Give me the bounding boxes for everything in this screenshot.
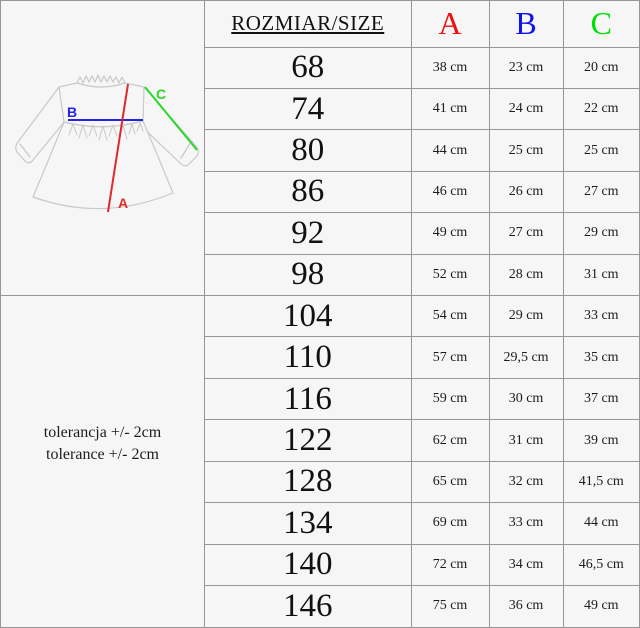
c-value-cell: 39 cm [562, 419, 639, 462]
b-value-cell: 25 cm [488, 129, 564, 172]
tolerance-note: tolerancja +/- 2cm tolerance +/- 2cm [1, 296, 204, 627]
skirt-outline [32, 120, 174, 210]
b-value-cell: 36 cm [488, 584, 564, 627]
tolerance-line-en: tolerance +/- 2cm [46, 446, 159, 463]
b-value-cell: 33 cm [488, 502, 564, 545]
a-value-cell: 46 cm [410, 170, 490, 214]
right-cuff-line [180, 141, 192, 159]
column-header-a: A [410, 1, 490, 48]
size-table: ROZMIAR/SIZE A B C 68 38 cm 23 cm 20 cm … [205, 1, 639, 627]
table-row-116: 116 59 cm 30 cm 37 cm [205, 377, 639, 421]
table-row-128: 128 65 cm 32 cm 41,5 cm [205, 460, 639, 504]
a-value-cell: 57 cm [410, 336, 490, 379]
size-cell: 86 [205, 170, 412, 214]
c-value-cell: 25 cm [562, 129, 639, 172]
c-value-cell: 20 cm [562, 46, 639, 89]
size-cell: 146 [205, 584, 412, 627]
size-table-body: 68 38 cm 23 cm 20 cm 74 41 cm 24 cm 22 c… [205, 46, 639, 627]
header-row: ROZMIAR/SIZE A B C [205, 1, 639, 48]
a-value-cell: 69 cm [410, 502, 490, 545]
b-value-cell: 29 cm [488, 295, 564, 338]
table-row-74: 74 41 cm 24 cm 22 cm [205, 87, 639, 131]
column-header-c: C [562, 1, 639, 48]
size-cell: 110 [205, 336, 412, 379]
b-value-cell: 28 cm [488, 253, 564, 297]
size-cell: 128 [205, 460, 412, 504]
b-value-cell: 26 cm [488, 170, 564, 214]
c-value-cell: 27 cm [562, 170, 639, 214]
size-cell: 68 [205, 46, 412, 89]
c-value-cell: 49 cm [562, 584, 639, 627]
right-sleeve-outline [136, 86, 199, 167]
garment-diagram-svg: B C A [15, 74, 199, 213]
left-panel: B C A tolerancja +/- 2cm tolerance +/- 2… [1, 1, 205, 627]
b-value-cell: 30 cm [488, 377, 564, 421]
table-row-104: 104 54 cm 29 cm 33 cm [205, 295, 639, 338]
c-value-cell: 44 cm [562, 502, 639, 545]
size-cell: 92 [205, 212, 412, 255]
a-value-cell: 52 cm [410, 253, 490, 297]
a-value-cell: 44 cm [410, 129, 490, 172]
a-value-cell: 65 cm [410, 460, 490, 504]
size-cell: 74 [205, 87, 412, 131]
a-value-cell: 38 cm [410, 46, 490, 89]
c-value-cell: 31 cm [562, 253, 639, 297]
table-row-110: 110 57 cm 29,5 cm 35 cm [205, 336, 639, 379]
c-value-cell: 35 cm [562, 336, 639, 379]
table-row-68: 68 38 cm 23 cm 20 cm [205, 46, 639, 89]
table-row-122: 122 62 cm 31 cm 39 cm [205, 419, 639, 462]
size-cell: 122 [205, 419, 412, 462]
a-value-cell: 59 cm [410, 377, 490, 421]
size-cell: 134 [205, 502, 412, 545]
size-cell: 116 [205, 377, 412, 421]
table-row-80: 80 44 cm 25 cm 25 cm [205, 129, 639, 172]
column-header-b: B [488, 1, 564, 48]
table-panel: ROZMIAR/SIZE A B C 68 38 cm 23 cm 20 cm … [205, 1, 639, 627]
b-value-cell: 24 cm [488, 87, 564, 131]
table-row-98: 98 52 cm 28 cm 31 cm [205, 253, 639, 297]
b-value-cell: 27 cm [488, 212, 564, 255]
b-value-cell: 32 cm [488, 460, 564, 504]
c-value-cell: 22 cm [562, 87, 639, 131]
table-row-146: 146 75 cm 36 cm 49 cm [205, 584, 639, 627]
measure-line-a [107, 83, 129, 213]
size-cell: 140 [205, 543, 412, 586]
tolerance-line-pl: tolerancja +/- 2cm [43, 424, 162, 441]
a-value-cell: 49 cm [410, 212, 490, 255]
b-value-cell: 34 cm [488, 543, 564, 586]
size-column-header: ROZMIAR/SIZE [205, 1, 412, 48]
b-value-cell: 29,5 cm [488, 336, 564, 379]
a-value-cell: 75 cm [410, 584, 490, 627]
diagram-label-b: B [67, 104, 77, 120]
neckline-scallop [76, 74, 126, 84]
c-value-cell: 33 cm [562, 295, 639, 338]
c-value-cell: 37 cm [562, 377, 639, 421]
c-value-cell: 41,5 cm [562, 460, 639, 504]
left-sleeve-outline [15, 86, 66, 164]
size-cell: 104 [205, 295, 412, 338]
b-value-cell: 23 cm [488, 46, 564, 89]
size-cell: 80 [205, 129, 412, 172]
table-row-86: 86 46 cm 26 cm 27 cm [205, 170, 639, 214]
diagram-label-c: C [156, 86, 166, 102]
c-value-cell: 29 cm [562, 212, 639, 255]
table-row-134: 134 69 cm 33 cm 44 cm [205, 502, 639, 545]
table-row-92: 92 49 cm 27 cm 29 cm [205, 212, 639, 255]
diagram-label-a: A [118, 195, 128, 211]
table-row-140: 140 72 cm 34 cm 46,5 cm [205, 543, 639, 586]
garment-diagram: B C A [1, 1, 204, 296]
b-value-cell: 31 cm [488, 419, 564, 462]
a-value-cell: 54 cm [410, 295, 490, 338]
a-value-cell: 62 cm [410, 419, 490, 462]
measure-line-c [144, 86, 198, 151]
c-value-cell: 46,5 cm [562, 543, 639, 586]
a-value-cell: 41 cm [410, 87, 490, 131]
a-value-cell: 72 cm [410, 543, 490, 586]
left-cuff-line [19, 143, 31, 158]
size-cell: 98 [205, 253, 412, 297]
